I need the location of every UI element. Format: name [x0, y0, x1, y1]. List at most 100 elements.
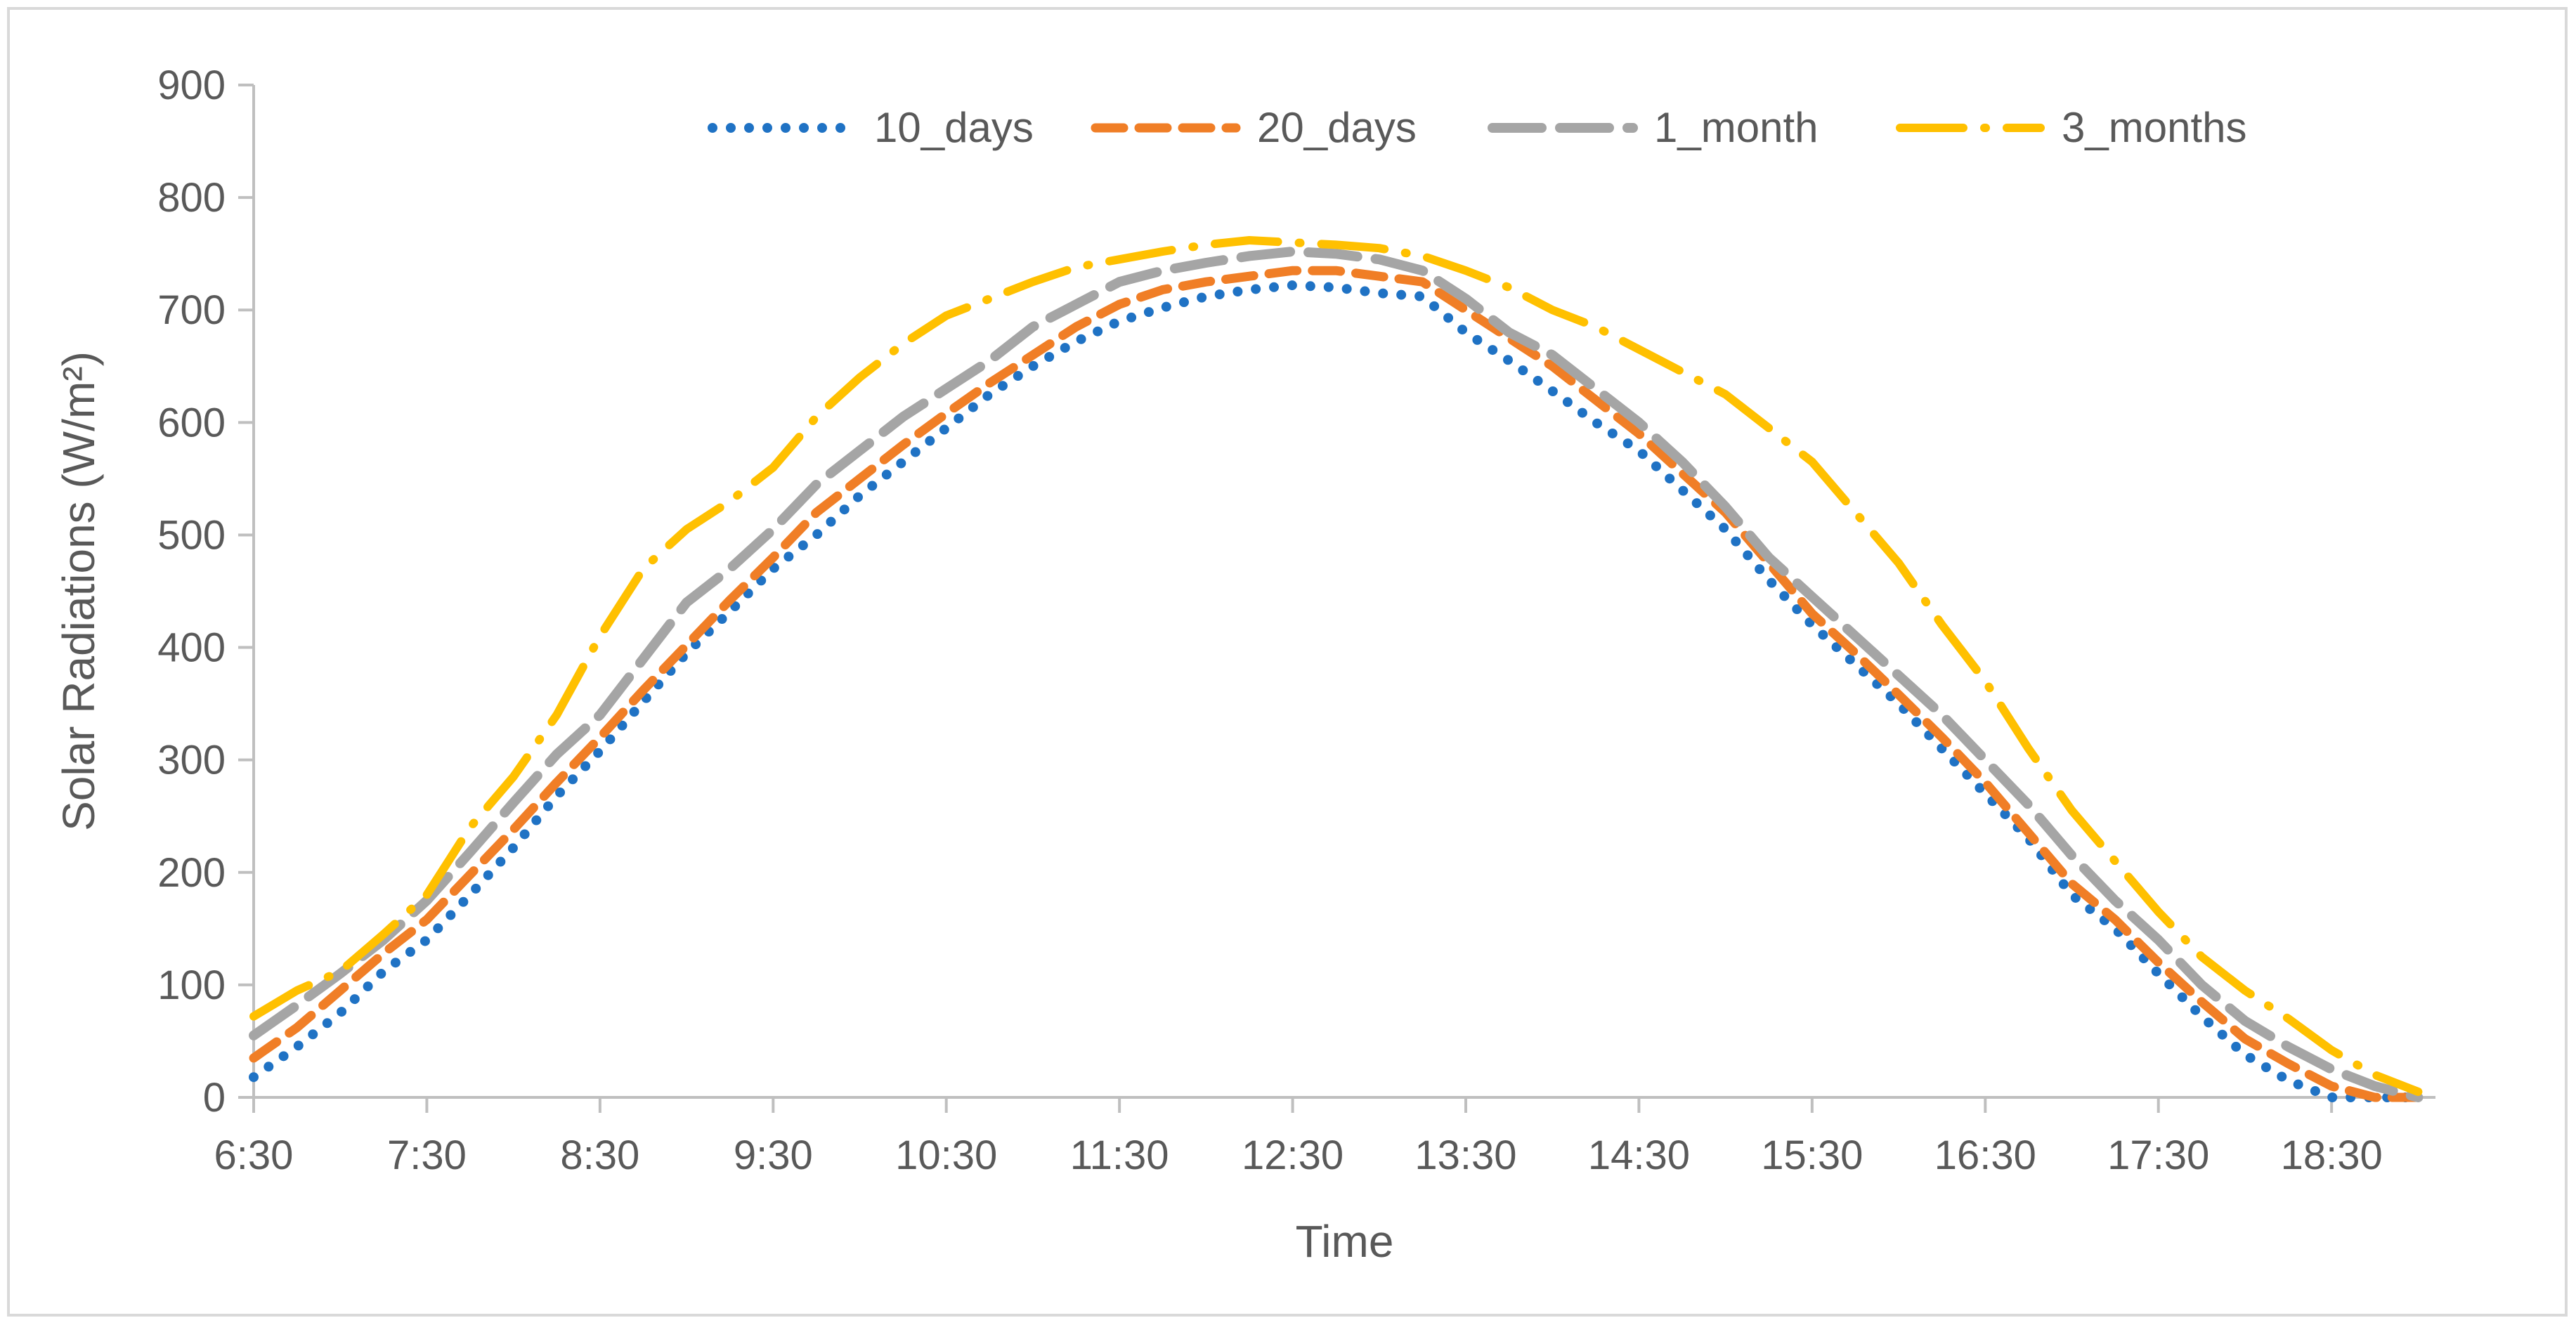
data-point	[1767, 556, 1770, 559]
data-point	[2287, 1079, 2290, 1082]
data-point	[859, 376, 861, 379]
data-point	[1637, 432, 1640, 435]
legend: 10_days 20_days 1_month 3_months	[708, 104, 2247, 151]
data-point	[425, 918, 428, 921]
data-point	[2071, 894, 2074, 896]
data-point	[2244, 989, 2246, 992]
data-point	[2071, 882, 2074, 885]
data-point	[1464, 269, 1467, 272]
data-point	[945, 387, 948, 390]
x-axis-title: Time	[1296, 1216, 1394, 1267]
data-point	[815, 415, 818, 418]
data-point	[859, 494, 861, 497]
data-point	[1204, 243, 1207, 246]
data-point	[729, 500, 731, 502]
x-tick-label: 13:30	[1414, 1133, 1516, 1178]
x-tick-label: 6:30	[214, 1133, 294, 1178]
data-point	[1811, 613, 1814, 615]
data-point	[469, 894, 471, 896]
x-tick-label: 18:30	[2281, 1133, 2383, 1178]
x-tick-label: 11:30	[1070, 1133, 1169, 1178]
data-point	[1204, 261, 1207, 264]
data-point	[859, 477, 861, 480]
data-point	[1767, 426, 1770, 429]
data-point	[815, 483, 818, 485]
series-1_month	[249, 247, 2424, 1102]
data-point	[1118, 303, 1121, 306]
data-point	[252, 1076, 255, 1078]
data-point	[2374, 1085, 2376, 1088]
data-point	[1421, 254, 1424, 257]
data-point	[1551, 390, 1554, 393]
data-point	[2330, 1049, 2333, 1052]
data-point	[945, 314, 948, 317]
data-point	[1594, 421, 1597, 424]
data-point	[1118, 280, 1121, 283]
data-point	[729, 599, 731, 601]
data-point	[1854, 635, 1857, 638]
data-point	[1075, 340, 1078, 343]
data-point	[599, 750, 601, 752]
data-point	[1594, 325, 1597, 328]
data-point	[988, 297, 991, 300]
x-tick-label: 7:30	[387, 1133, 467, 1178]
legend-label: 10_days	[874, 104, 1034, 151]
data-point	[1204, 280, 1207, 283]
data-point	[1637, 449, 1640, 452]
data-point	[1984, 680, 1986, 683]
data-point	[252, 1057, 255, 1059]
data-point	[1334, 269, 1337, 272]
y-tick-label: 700	[157, 287, 226, 333]
data-point	[1551, 308, 1554, 311]
y-tick-label: 100	[157, 962, 226, 1008]
data-point	[1854, 511, 1857, 514]
data-point	[555, 714, 558, 717]
data-point	[1464, 297, 1467, 300]
data-point	[1811, 624, 1814, 627]
data-point	[1118, 320, 1121, 322]
data-point	[339, 1012, 341, 1014]
data-point	[1724, 393, 1727, 396]
data-point	[1681, 370, 1684, 373]
data-point	[2244, 1019, 2246, 1022]
data-point	[902, 342, 904, 345]
data-point	[2027, 804, 2030, 807]
data-point	[685, 644, 688, 646]
data-point	[2114, 918, 2116, 921]
data-point	[1854, 663, 1857, 666]
data-point	[1162, 250, 1164, 253]
data-point	[2287, 1017, 2290, 1020]
axes-layer: 0 100 200 300 400 500 600 700 800 900 6:30 7:30 8:30…	[157, 63, 2435, 1178]
data-point	[772, 528, 774, 530]
legend-label: 3_months	[2062, 104, 2247, 151]
data-point	[1637, 348, 1640, 351]
data-point	[1334, 286, 1337, 289]
data-point	[425, 894, 428, 896]
data-point	[1897, 674, 1900, 677]
data-point	[1941, 736, 1944, 739]
data-point	[2244, 1053, 2246, 1056]
data-point	[296, 1004, 299, 1007]
data-point	[339, 989, 341, 992]
data-point	[1032, 353, 1034, 356]
legend-item-3_months: 3_months	[1896, 104, 2247, 151]
series-3_months	[249, 236, 2423, 1096]
data-point	[1118, 258, 1121, 261]
data-point	[512, 776, 515, 778]
data-point	[1811, 596, 1814, 599]
data-point	[382, 970, 385, 973]
y-tick-label: 300	[157, 738, 226, 783]
data-point	[2200, 955, 2203, 958]
y-axis-title: Solar Radiations (W/m²)	[53, 351, 104, 831]
data-point	[902, 443, 904, 446]
data-point	[2157, 961, 2160, 964]
legend-label: 1_month	[1654, 104, 1819, 151]
data-point	[1724, 505, 1727, 508]
data-point	[425, 939, 428, 941]
series-10_days	[249, 280, 2424, 1102]
data-point	[1941, 624, 1944, 627]
data-point	[642, 700, 645, 703]
data-point	[252, 1034, 255, 1037]
y-tick-label: 900	[157, 63, 226, 108]
data-point	[1508, 286, 1511, 289]
